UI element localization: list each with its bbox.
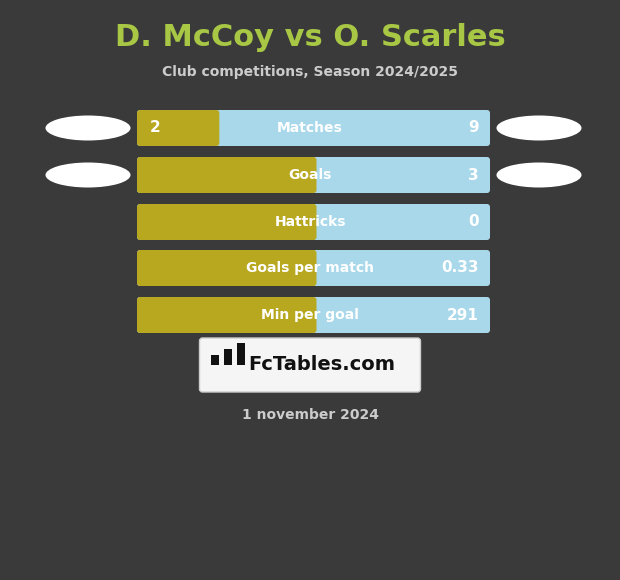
FancyBboxPatch shape: [200, 338, 420, 392]
FancyBboxPatch shape: [137, 250, 490, 286]
Text: D. McCoy vs O. Scarles: D. McCoy vs O. Scarles: [115, 24, 505, 53]
FancyBboxPatch shape: [137, 110, 219, 146]
FancyBboxPatch shape: [137, 157, 316, 193]
Bar: [211, 355, 219, 365]
Text: 9: 9: [468, 121, 479, 136]
FancyBboxPatch shape: [137, 157, 490, 193]
FancyBboxPatch shape: [137, 204, 316, 240]
Text: Matches: Matches: [277, 121, 343, 135]
Ellipse shape: [497, 162, 582, 187]
Text: 1 november 2024: 1 november 2024: [242, 408, 378, 422]
Ellipse shape: [45, 162, 130, 187]
Ellipse shape: [497, 115, 582, 140]
Ellipse shape: [45, 115, 130, 140]
Text: 0.33: 0.33: [441, 260, 479, 276]
Text: Club competitions, Season 2024/2025: Club competitions, Season 2024/2025: [162, 65, 458, 79]
Text: 291: 291: [447, 307, 479, 322]
Text: 2: 2: [150, 121, 161, 136]
Text: 0: 0: [468, 215, 479, 230]
Bar: [224, 349, 232, 365]
Text: FcTables.com: FcTables.com: [249, 356, 396, 375]
Text: 3: 3: [468, 168, 479, 183]
FancyBboxPatch shape: [137, 110, 490, 146]
FancyBboxPatch shape: [137, 250, 316, 286]
Text: Hattricks: Hattricks: [274, 215, 346, 229]
FancyBboxPatch shape: [137, 297, 490, 333]
FancyBboxPatch shape: [137, 204, 490, 240]
Text: Min per goal: Min per goal: [261, 308, 359, 322]
Text: Goals: Goals: [288, 168, 332, 182]
Text: Goals per match: Goals per match: [246, 261, 374, 275]
Bar: [237, 343, 245, 365]
FancyBboxPatch shape: [137, 297, 316, 333]
